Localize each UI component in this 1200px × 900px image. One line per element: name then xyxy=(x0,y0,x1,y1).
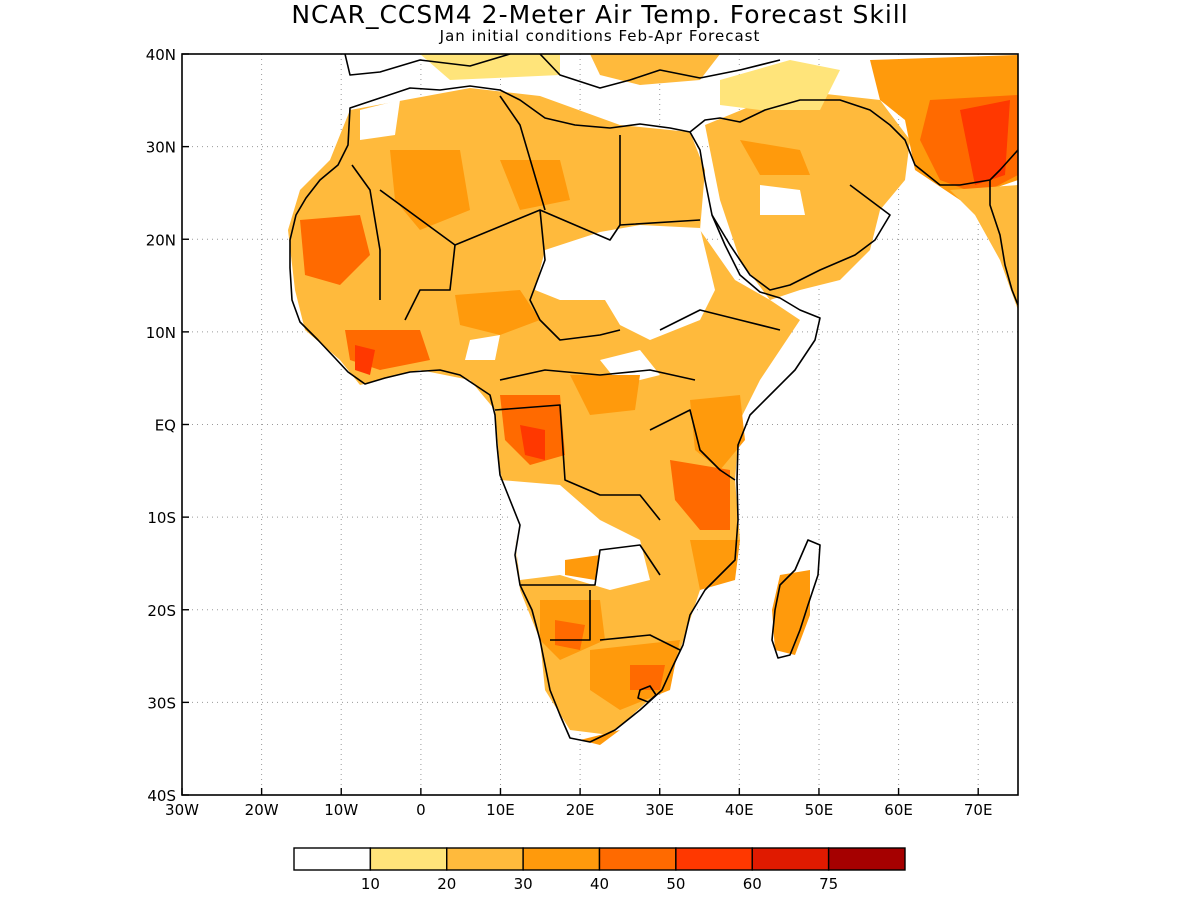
legend-swatch xyxy=(369,847,448,871)
y-tick-label: 40S xyxy=(147,787,176,805)
x-tick-label: 40E xyxy=(725,801,754,819)
x-tick-label: 60E xyxy=(884,801,913,819)
legend-label: 20 xyxy=(437,875,456,893)
x-tick-label: 0 xyxy=(416,801,426,819)
legend-label: 10 xyxy=(361,875,380,893)
legend-swatch xyxy=(522,847,601,871)
y-tick-label: 20S xyxy=(147,602,176,620)
map-subtitle: Jan initial conditions Feb-Apr Forecast xyxy=(439,27,761,45)
y-tick-label: 10S xyxy=(147,509,176,527)
y-tick-label: EQ xyxy=(155,417,176,435)
legend-label: 75 xyxy=(819,875,838,893)
legend-swatch xyxy=(827,847,906,871)
y-tick-label: 30N xyxy=(146,139,176,157)
y-tick-label: 30S xyxy=(147,694,176,712)
x-tick-label: 10W xyxy=(324,801,358,819)
legend-swatch xyxy=(751,847,830,871)
color-legend: 10 20 30 40 50 60 75 xyxy=(293,847,906,893)
legend-swatch xyxy=(293,847,372,871)
x-tick-label: 30E xyxy=(645,801,674,819)
legend-label: 40 xyxy=(590,875,609,893)
legend-label: 60 xyxy=(743,875,762,893)
map-title: NCAR_CCSM4 2-Meter Air Temp. Forecast Sk… xyxy=(291,0,909,29)
x-tick-label: 70E xyxy=(964,801,993,819)
x-tick-label: 10E xyxy=(486,801,515,819)
x-tick-label: 20E xyxy=(566,801,595,819)
x-axis: 30W 20W 10W 0 10E 20E 30E 40E 50E 60E 70E xyxy=(165,788,992,819)
legend-label: 30 xyxy=(514,875,533,893)
x-tick-label: 30W xyxy=(165,801,199,819)
y-axis: 40N 30N 20N 10N EQ 10S 20S 30S 40S xyxy=(146,46,189,805)
x-tick-label: 20W xyxy=(245,801,279,819)
y-tick-label: 10N xyxy=(146,324,176,342)
legend-label: 50 xyxy=(666,875,685,893)
legend-swatch xyxy=(675,847,753,871)
x-tick-label: 50E xyxy=(805,801,834,819)
map-layer xyxy=(182,54,1018,795)
skill-shading xyxy=(288,54,1018,745)
legend-swatch xyxy=(446,847,524,871)
y-tick-label: 20N xyxy=(146,231,176,249)
y-tick-label: 40N xyxy=(146,46,176,64)
coastlines xyxy=(289,54,1018,743)
legend-swatch xyxy=(598,847,677,871)
